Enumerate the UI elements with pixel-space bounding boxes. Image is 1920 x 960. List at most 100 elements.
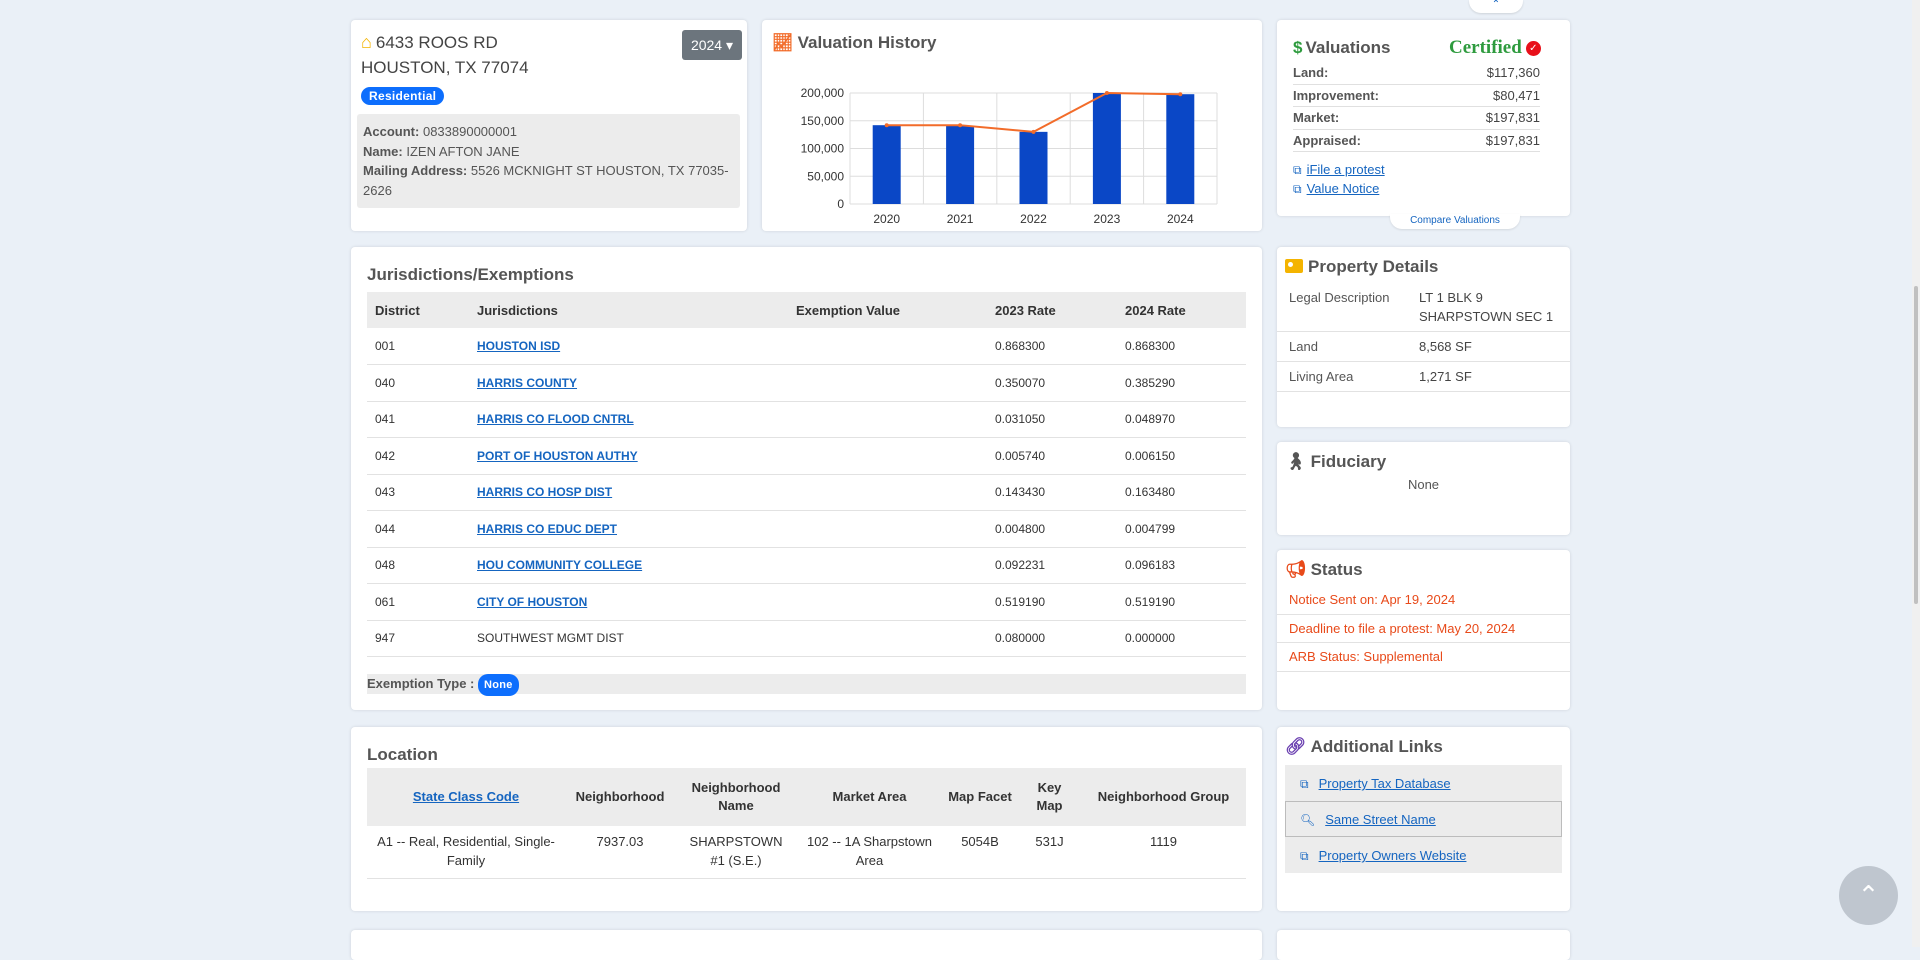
status-item: ARB Status: Supplemental [1277, 643, 1570, 672]
table-row: 947 SOUTHWEST MGMT DIST 0.080000 0.000000 [367, 620, 1246, 657]
external-link-icon: ⧉ [1293, 163, 1302, 177]
district-cell: 043 [367, 474, 469, 511]
jurisdictions-title: Jurisdictions/Exemptions [367, 265, 574, 284]
jurisdiction-link[interactable]: HARRIS COUNTY [477, 375, 578, 390]
jurisdiction-cell[interactable]: HARRIS COUNTY [469, 364, 788, 402]
header-district: District [367, 292, 469, 328]
valuation-label: Improvement: [1293, 87, 1379, 103]
jurisdiction-cell[interactable]: PORT OF HOUSTON AUTHY [469, 437, 788, 475]
scrollbar-thumb[interactable] [1914, 286, 1918, 604]
jurisdiction-cell[interactable]: CITY OF HOUSTON [469, 583, 788, 621]
property-details-card: Property Details Legal Description LT 1 B… [1277, 247, 1570, 427]
detail-row: Legal Description LT 1 BLK 9 SHARPSTOWN S… [1277, 283, 1570, 332]
neighborhood-value: 7937.03 [565, 826, 675, 879]
certified-status: Certified ✓ [1449, 37, 1541, 59]
account-box: Account: 0833890000001 Name: IZEN AFTON … [357, 114, 740, 208]
jurisdiction-link[interactable]: HARRIS CO HOSP DIST [477, 485, 613, 500]
exemption-value-cell [788, 510, 987, 548]
check-circle-icon: ✓ [1525, 41, 1541, 56]
valuations-table: Land: $117,360 Improvement: $80,471 Market… [1293, 62, 1540, 152]
year-dropdown[interactable]: 2024 ▾ [682, 30, 742, 60]
valuation-row: Market: $197,831 [1293, 107, 1540, 130]
table-header-row: State Class Code Neighborhood Neighborho… [367, 768, 1246, 826]
same-street-name-link[interactable]: 🔍︎ Same Street Name [1285, 801, 1562, 837]
owner-name: IZEN AFTON JANE [406, 143, 520, 159]
valuation-label: Appraised: [1293, 132, 1361, 148]
property-owners-website-text[interactable]: Property Owners Website [1318, 848, 1467, 863]
value-notice-text[interactable]: Value Notice [1306, 181, 1380, 196]
state-class-code-link[interactable]: State Class Code [412, 789, 520, 804]
jurisdiction-link[interactable]: HARRIS CO EDUC DEPT [477, 521, 618, 536]
valuation-history-card: 📈︎ Valuation History 0 50,000 100,000 150,00… [762, 20, 1262, 231]
market-area-value: 102 -- 1A Sharpstown Area [797, 826, 942, 879]
compare-valuations-tab[interactable]: Compare Valuations [1390, 214, 1520, 229]
external-link-icon: ⧉ [1300, 849, 1309, 863]
property-owners-website-link[interactable]: ⧉ Property Owners Website [1285, 837, 1562, 873]
district-cell: 041 [367, 401, 469, 438]
location-title: Location [367, 745, 438, 764]
address-city: HOUSTON, TX 77074 [361, 58, 529, 77]
address-street: 6433 ROOS RD [375, 33, 498, 52]
jurisdiction-cell[interactable]: HOU COMMUNITY COLLEGE [469, 547, 788, 584]
jurisdiction-cell[interactable]: HARRIS CO HOSP DIST [469, 474, 788, 511]
trend-point-2022 [1031, 129, 1036, 134]
detail-label: Legal Description [1289, 290, 1390, 305]
district-cell: 042 [367, 437, 469, 475]
header-exemption-value: Exemption Value [788, 292, 987, 328]
location-table: State Class Code Neighborhood Neighborho… [367, 768, 1246, 879]
rate-2023-cell: 0.350070 [987, 364, 1117, 402]
status-item: Deadline to file a protest: May 20, 2024 [1277, 615, 1570, 643]
header-neighborhood-group: Neighborhood Group [1081, 768, 1246, 826]
scroll-to-top-button[interactable]: ⌃ [1839, 866, 1898, 925]
y-tick-label: 150,000 [801, 114, 845, 128]
address-line1: ⌂ 6433 ROOS RD [361, 32, 498, 53]
rate-2023-cell: 0.143430 [987, 474, 1117, 511]
detail-value: LT 1 BLK 9 SHARPSTOWN SEC 1 [1419, 290, 1554, 324]
neighborhood-group-value: 1119 [1081, 826, 1246, 879]
property-tax-database-text[interactable]: Property Tax Database [1318, 776, 1451, 791]
value-notice-link[interactable]: ⧉ Value Notice [1293, 181, 1379, 197]
jurisdiction-cell[interactable]: HARRIS CO EDUC DEPT [469, 510, 788, 548]
name-label: Name: [363, 143, 403, 159]
bar-2020 [872, 125, 901, 204]
exemption-value-cell [788, 328, 987, 365]
ifile-protest-link[interactable]: ⧉ iFile a protest [1293, 162, 1385, 178]
bar-2024 [1166, 94, 1195, 204]
jurisdiction-cell[interactable]: HARRIS CO FLOOD CNTRL [469, 401, 788, 438]
ifile-protest-text[interactable]: iFile a protest [1306, 162, 1385, 177]
fiduciary-value: None [1407, 477, 1440, 492]
exemption-value-cell [788, 364, 987, 402]
same-street-name-text[interactable]: Same Street Name [1325, 812, 1436, 827]
collapse-tab[interactable]: ⌃ [1469, 0, 1523, 13]
exemption-value-cell [788, 437, 987, 475]
header-state-class-code[interactable]: State Class Code [367, 768, 565, 826]
trend-point-2021 [958, 123, 963, 128]
jurisdiction-cell[interactable]: HOUSTON ISD [469, 328, 788, 365]
rate-2023-cell: 0.004800 [987, 510, 1117, 548]
caret-down-icon: ▾ [726, 37, 734, 53]
table-row: 041 HARRIS CO FLOOD CNTRL 0.031050 0.048970 [367, 401, 1246, 438]
rate-2024-cell: 0.163480 [1117, 474, 1246, 511]
district-cell: 061 [367, 583, 469, 621]
valuations-title: $ Valuations [1293, 38, 1391, 58]
jurisdiction-link[interactable]: HOU COMMUNITY COLLEGE [477, 558, 643, 573]
mailing-label: Mailing Address: [363, 163, 468, 178]
bar-2021 [946, 125, 975, 204]
jurisdiction-link[interactable]: HARRIS CO FLOOD CNTRL [477, 412, 634, 427]
valuation-row: Appraised: $197,831 [1293, 130, 1540, 152]
table-row: 043 HARRIS CO HOSP DIST 0.143430 0.163480 [367, 474, 1246, 511]
status-item: Notice Sent on: Apr 19, 2024 [1277, 586, 1570, 615]
exemption-type-bar: Exemption Type : None [367, 674, 1246, 696]
jurisdiction-link[interactable]: PORT OF HOUSTON AUTHY [477, 448, 638, 463]
property-tax-database-link[interactable]: ⧉ Property Tax Database [1285, 765, 1562, 801]
exemption-value-cell [788, 547, 987, 584]
status-list: Notice Sent on: Apr 19, 2024 Deadline to… [1277, 586, 1570, 672]
district-cell: 947 [367, 620, 469, 657]
jurisdiction-link[interactable]: CITY OF HOUSTON [477, 594, 588, 609]
valuation-value: $197,831 [1485, 110, 1540, 125]
y-tick-label: 0 [837, 197, 844, 211]
x-tick-label: 2022 [1020, 212, 1047, 226]
person-icon: 🚶︎ [1285, 452, 1307, 471]
status-title: 📢︎ Status [1285, 560, 1363, 580]
jurisdiction-link[interactable]: HOUSTON ISD [477, 339, 561, 353]
